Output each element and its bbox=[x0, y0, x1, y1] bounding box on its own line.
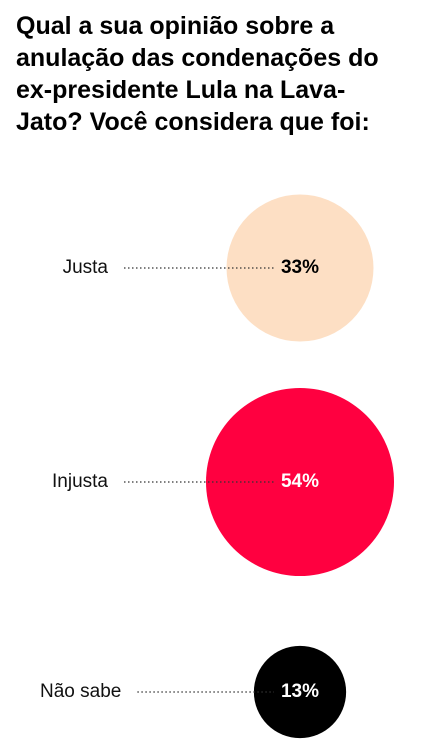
bubble bbox=[253, 645, 347, 739]
value-label: 33% bbox=[281, 257, 319, 278]
value-label: 54% bbox=[281, 471, 319, 492]
chart-title: Qual a sua opinião sobre a anulação das … bbox=[16, 12, 379, 136]
category-label: Não sabe bbox=[40, 681, 121, 702]
bubble bbox=[206, 388, 394, 576]
category-label: Justa bbox=[63, 257, 109, 278]
value-label: 13% bbox=[281, 681, 319, 702]
category-label: Injusta bbox=[52, 471, 108, 492]
bubble bbox=[226, 194, 374, 342]
